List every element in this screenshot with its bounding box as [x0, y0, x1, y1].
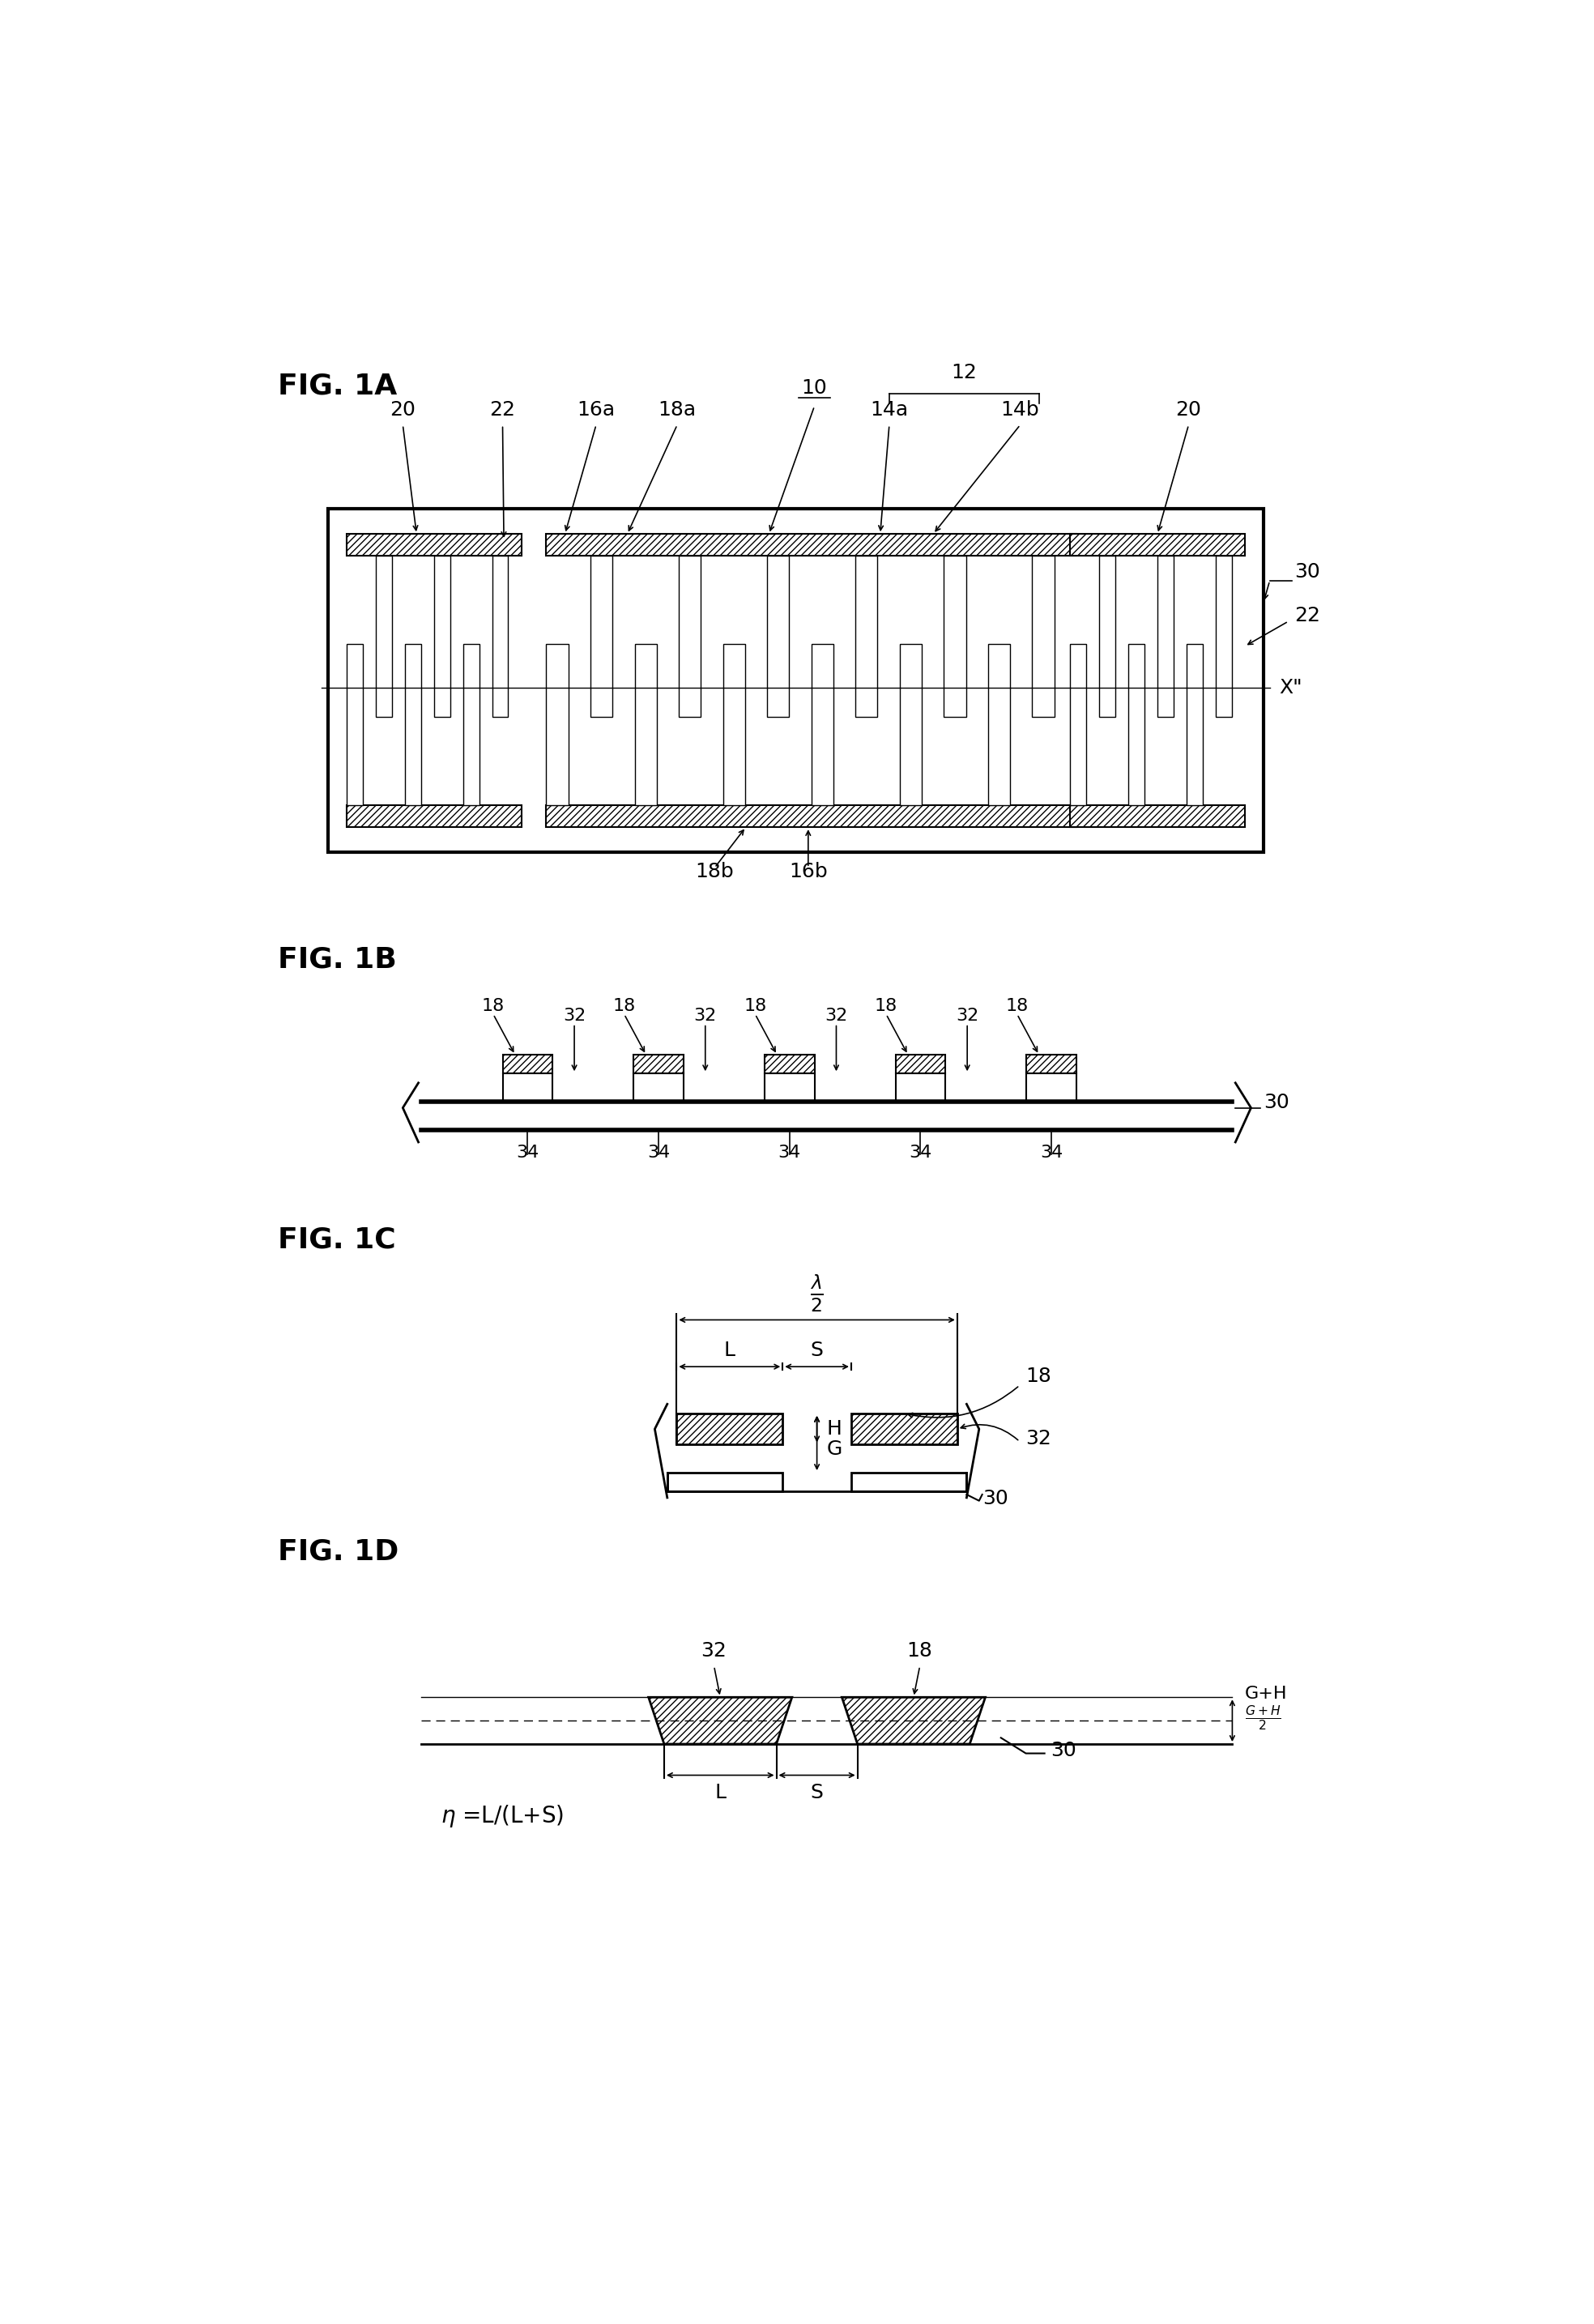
Text: 22: 22	[489, 400, 515, 421]
Bar	[1100, 555, 1116, 718]
Text: L: L	[714, 1783, 725, 1801]
Text: L: L	[724, 1341, 735, 1360]
Bar	[1070, 535, 1245, 555]
Bar	[811, 644, 834, 806]
Text: 32: 32	[956, 1009, 979, 1025]
Bar	[1027, 1055, 1076, 1074]
Text: S: S	[810, 1783, 824, 1801]
Bar	[633, 1055, 684, 1074]
Bar	[493, 555, 508, 718]
Bar	[856, 555, 878, 718]
Text: 16b: 16b	[789, 862, 827, 881]
Text: 18: 18	[1006, 999, 1028, 1013]
Bar	[405, 644, 421, 806]
Bar	[676, 1413, 783, 1446]
Bar	[765, 1074, 815, 1102]
Text: 20: 20	[1176, 400, 1202, 421]
Bar	[328, 509, 1264, 853]
Bar	[346, 806, 521, 827]
Text: 18: 18	[907, 1641, 932, 1662]
Text: 34: 34	[778, 1146, 800, 1162]
Text: FIG. 1C: FIG. 1C	[277, 1227, 395, 1255]
Text: X": X"	[1278, 679, 1302, 697]
Text: FIG. 1D: FIG. 1D	[277, 1538, 398, 1566]
Text: 18a: 18a	[658, 400, 697, 421]
Bar	[1027, 1074, 1076, 1102]
Text: G: G	[826, 1439, 842, 1459]
Bar	[1033, 555, 1054, 718]
Bar	[464, 644, 480, 806]
Text: 12: 12	[952, 363, 977, 381]
Text: 34: 34	[516, 1146, 539, 1162]
Text: S: S	[810, 1341, 824, 1360]
Text: 32: 32	[701, 1641, 727, 1662]
Bar	[502, 1055, 553, 1074]
Text: 34: 34	[1039, 1146, 1063, 1162]
Text: 20: 20	[391, 400, 416, 421]
Text: 14b: 14b	[1001, 400, 1039, 421]
Text: 34: 34	[647, 1146, 669, 1162]
Bar	[1216, 555, 1232, 718]
Bar	[1070, 806, 1245, 827]
Polygon shape	[842, 1697, 985, 1743]
Bar	[434, 555, 450, 718]
Bar	[765, 1055, 815, 1074]
Bar	[1157, 555, 1173, 718]
Bar	[547, 806, 1076, 827]
Text: $\frac{\lambda}{2}$: $\frac{\lambda}{2}$	[810, 1274, 824, 1313]
Text: 18: 18	[612, 999, 636, 1013]
Bar	[633, 1074, 684, 1102]
Text: 30: 30	[1050, 1741, 1076, 1762]
Bar	[634, 644, 657, 806]
Text: 30: 30	[1264, 1092, 1290, 1111]
Bar	[724, 644, 744, 806]
Bar	[944, 555, 966, 718]
Polygon shape	[649, 1697, 792, 1743]
Bar	[1129, 644, 1144, 806]
Text: 30: 30	[982, 1487, 1007, 1508]
Text: 18: 18	[1027, 1367, 1052, 1387]
Text: 18: 18	[875, 999, 897, 1013]
Bar	[988, 644, 1011, 806]
Bar	[346, 644, 363, 806]
Text: 18: 18	[481, 999, 505, 1013]
Bar	[896, 1055, 945, 1074]
Text: 22: 22	[1294, 607, 1320, 625]
Text: 32: 32	[824, 1009, 848, 1025]
Bar	[851, 1473, 966, 1492]
Text: G+H: G+H	[1245, 1685, 1288, 1701]
Text: 32: 32	[1027, 1429, 1052, 1448]
Text: FIG. 1B: FIG. 1B	[277, 946, 397, 974]
Bar	[502, 1074, 553, 1102]
Text: H: H	[826, 1420, 842, 1439]
Text: 32: 32	[563, 1009, 585, 1025]
Text: 32: 32	[693, 1009, 717, 1025]
Text: 10: 10	[802, 379, 827, 397]
Bar	[590, 555, 612, 718]
Bar	[668, 1473, 783, 1492]
Bar	[679, 555, 701, 718]
Bar	[346, 535, 521, 555]
Bar	[1070, 644, 1086, 806]
Text: 18b: 18b	[695, 862, 733, 881]
Bar	[767, 555, 789, 718]
Text: 18: 18	[744, 999, 767, 1013]
Bar	[899, 644, 921, 806]
Text: 16a: 16a	[577, 400, 615, 421]
Text: $\eta$ =L/(L+S): $\eta$ =L/(L+S)	[440, 1803, 563, 1829]
Bar	[547, 535, 1076, 555]
Text: FIG. 1A: FIG. 1A	[277, 372, 397, 400]
Text: 34: 34	[909, 1146, 932, 1162]
Bar	[896, 1074, 945, 1102]
Bar	[547, 644, 569, 806]
Text: 14a: 14a	[870, 400, 909, 421]
Text: $\frac{G+H}{2}$: $\frac{G+H}{2}$	[1245, 1703, 1282, 1731]
Bar	[376, 555, 392, 718]
Bar	[851, 1413, 958, 1446]
Text: 30: 30	[1294, 562, 1320, 581]
Bar	[1186, 644, 1202, 806]
